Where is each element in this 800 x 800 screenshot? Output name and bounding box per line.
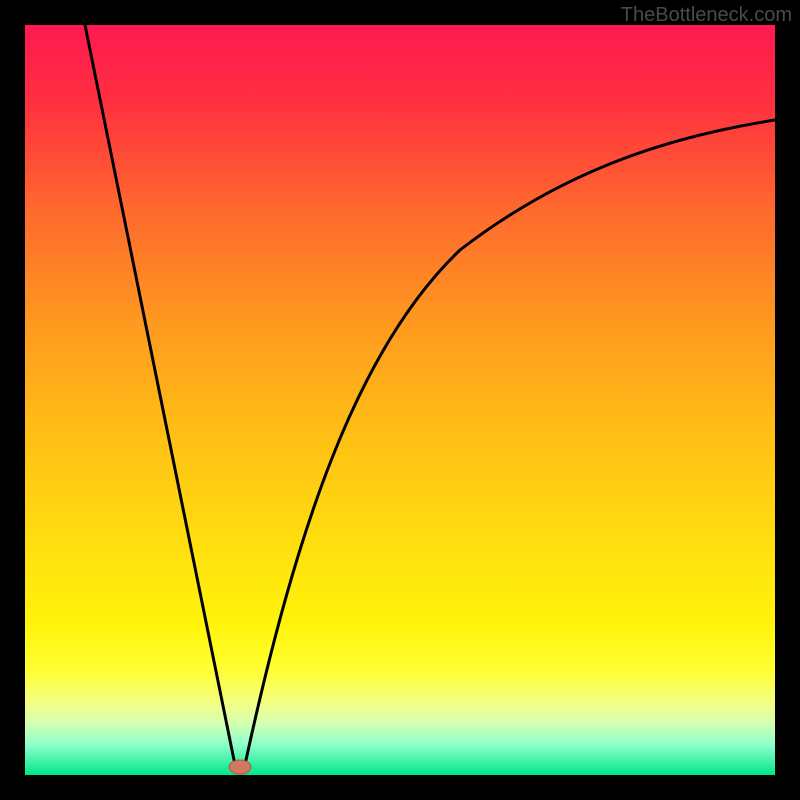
watermark-text: TheBottleneck.com (621, 4, 792, 27)
chart-container: TheBottleneck.com (0, 0, 800, 800)
optimum-marker (229, 760, 251, 774)
bottleneck-chart (0, 0, 800, 800)
chart-background (25, 25, 775, 775)
